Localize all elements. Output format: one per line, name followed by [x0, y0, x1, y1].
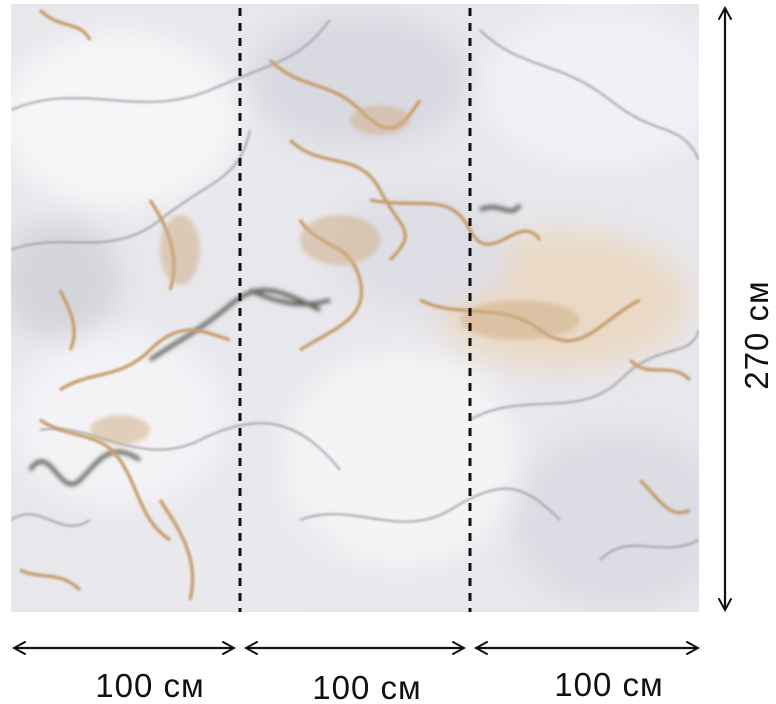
- panel-1-width-label: 100 см: [95, 667, 204, 704]
- marble-wallpaper-image: [11, 4, 699, 612]
- panel-2-width-label: 100 см: [312, 669, 421, 704]
- panel-seams: [238, 8, 472, 612]
- panel-3-width-label: 100 см: [554, 666, 663, 703]
- height-label: 270 см: [738, 280, 775, 389]
